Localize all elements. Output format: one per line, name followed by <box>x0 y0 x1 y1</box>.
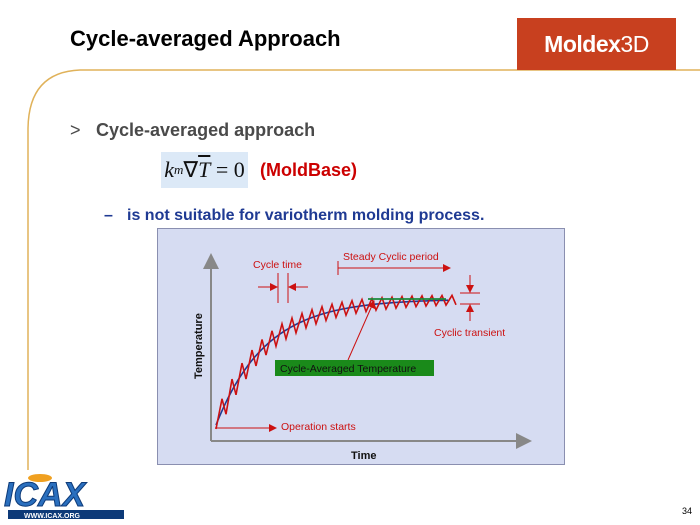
averaged-label-pointer <box>347 300 375 361</box>
logo-text-main: Moldex <box>544 30 621 57</box>
formula-box: k m ∇ T = 0 <box>161 152 248 188</box>
cyclic-transient-label: Cyclic transient <box>434 327 505 339</box>
main-bullet: > Cycle-averaged approach <box>70 120 315 141</box>
icax-logo-text: ICAX <box>4 476 88 514</box>
formula-k: k <box>164 157 174 182</box>
formula-note: (MoldBase) <box>260 160 358 180</box>
slide-title: Cycle-averaged Approach <box>70 26 341 51</box>
operation-starts-label: Operation starts <box>281 421 356 433</box>
sub-bullet-text: is not suitable for variotherm molding p… <box>127 207 485 224</box>
temperature-diagram-svg: Temperature Time Cycle time Steady Cycli… <box>193 251 532 462</box>
bullet-text: Cycle-averaged approach <box>96 120 316 140</box>
icax-logo-swoosh <box>28 474 52 482</box>
bullet-marker: > <box>70 120 81 140</box>
formula-t-bar: T <box>198 157 211 182</box>
averaged-temperature-label: Cycle-Averaged Temperature <box>280 363 416 375</box>
formula-rhs: = 0 <box>215 157 245 182</box>
icax-url-bar <box>8 510 124 519</box>
averaged-label-box <box>275 360 434 376</box>
steady-period-label: Steady Cyclic period <box>343 251 439 263</box>
icax-url-text: WWW.ICAX.ORG <box>24 513 81 520</box>
page-number: 34 <box>682 506 693 516</box>
x-axis-label: Time <box>351 450 376 462</box>
moldex3d-logo: Moldex 3D <box>517 18 676 70</box>
formula-subscript: m <box>173 162 184 177</box>
icax-logo: ICAX WWW.ICAX.ORG <box>4 474 124 520</box>
y-axis-label: Temperature <box>193 313 205 379</box>
formula-nabla: ∇ <box>183 157 199 182</box>
sub-bullet: – is not suitable for variotherm molding … <box>104 207 484 225</box>
sub-bullet-marker: – <box>104 207 113 224</box>
cycle-time-label: Cycle time <box>253 259 302 271</box>
cyclic-temperature-curve <box>215 293 457 430</box>
logo-text-suffix: 3D <box>620 30 649 57</box>
temperature-diagram: Temperature Time Cycle time Steady Cycli… <box>157 228 565 465</box>
